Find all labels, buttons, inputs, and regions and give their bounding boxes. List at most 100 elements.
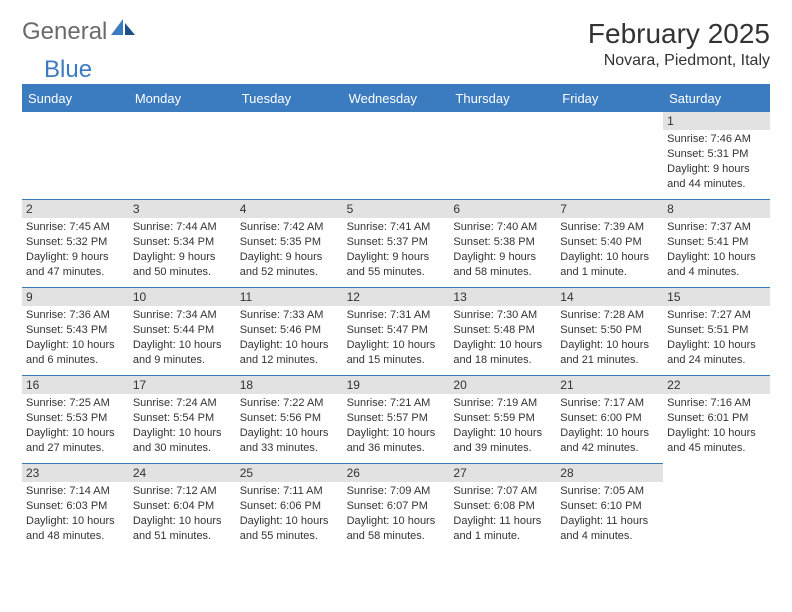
calendar-cell: 19Sunrise: 7:21 AMSunset: 5:57 PMDayligh…: [343, 375, 450, 463]
calendar-cell: 1 Sunrise: 7:46 AMSunset: 5:31 PMDaylight…: [663, 111, 770, 199]
day-number: 14: [556, 288, 663, 306]
sunrise-text: Sunrise: 7:09 AM: [347, 484, 446, 499]
calendar-cell-empty: [129, 111, 236, 199]
day-number: 23: [22, 464, 129, 482]
calendar-cell: 17Sunrise: 7:24 AMSunset: 5:54 PMDayligh…: [129, 375, 236, 463]
logo: General: [22, 18, 139, 46]
sunset-text: Sunset: 5:40 PM: [560, 235, 659, 250]
sunset-text: Sunset: 6:04 PM: [133, 499, 232, 514]
sunrise-text: Sunrise: 7:46 AM: [667, 132, 766, 147]
calendar-cell: 23Sunrise: 7:14 AMSunset: 6:03 PMDayligh…: [22, 463, 129, 551]
day-number: 26: [343, 464, 450, 482]
daylight-text: Daylight: 10 hours and 33 minutes.: [240, 426, 339, 456]
sunset-text: Sunset: 5:37 PM: [347, 235, 446, 250]
calendar-cell: 20Sunrise: 7:19 AMSunset: 5:59 PMDayligh…: [449, 375, 556, 463]
calendar-cell: 2Sunrise: 7:45 AMSunset: 5:32 PMDaylight…: [22, 199, 129, 287]
daylight-text: Daylight: 9 hours and 47 minutes.: [26, 250, 125, 280]
sunrise-text: Sunrise: 7:28 AM: [560, 308, 659, 323]
sunset-text: Sunset: 6:06 PM: [240, 499, 339, 514]
day-number: 6: [449, 200, 556, 218]
calendar-cell-empty: [22, 111, 129, 199]
sunset-text: Sunset: 5:48 PM: [453, 323, 552, 338]
sunrise-text: Sunrise: 7:37 AM: [667, 220, 766, 235]
calendar-cell: 15Sunrise: 7:27 AMSunset: 5:51 PMDayligh…: [663, 287, 770, 375]
day-number: 13: [449, 288, 556, 306]
day-number: 28: [556, 464, 663, 482]
day-number: 8: [663, 200, 770, 218]
sunset-text: Sunset: 5:31 PM: [667, 147, 766, 162]
day-header: Tuesday: [236, 86, 343, 111]
day-number: 9: [22, 288, 129, 306]
calendar-cell: 11Sunrise: 7:33 AMSunset: 5:46 PMDayligh…: [236, 287, 343, 375]
calendar-cell-empty: [236, 111, 343, 199]
sunrise-text: Sunrise: 7:21 AM: [347, 396, 446, 411]
day-number: 5: [343, 200, 450, 218]
sunset-text: Sunset: 6:00 PM: [560, 411, 659, 426]
day-number: 3: [129, 200, 236, 218]
daylight-text: Daylight: 10 hours and 36 minutes.: [347, 426, 446, 456]
sunrise-text: Sunrise: 7:22 AM: [240, 396, 339, 411]
daylight-text: Daylight: 10 hours and 55 minutes.: [240, 514, 339, 544]
sunrise-text: Sunrise: 7:42 AM: [240, 220, 339, 235]
calendar-cell: 26Sunrise: 7:09 AMSunset: 6:07 PMDayligh…: [343, 463, 450, 551]
sunrise-text: Sunrise: 7:31 AM: [347, 308, 446, 323]
day-number: 21: [556, 376, 663, 394]
day-number: 4: [236, 200, 343, 218]
daylight-text: Daylight: 11 hours and 1 minute.: [453, 514, 552, 544]
daylight-text: Daylight: 10 hours and 39 minutes.: [453, 426, 552, 456]
sunset-text: Sunset: 6:07 PM: [347, 499, 446, 514]
month-title: February 2025: [588, 18, 770, 50]
calendar-cell: 9Sunrise: 7:36 AMSunset: 5:43 PMDaylight…: [22, 287, 129, 375]
sunset-text: Sunset: 5:38 PM: [453, 235, 552, 250]
calendar-cell: 14Sunrise: 7:28 AMSunset: 5:50 PMDayligh…: [556, 287, 663, 375]
daylight-text: Daylight: 10 hours and 30 minutes.: [133, 426, 232, 456]
sunset-text: Sunset: 5:46 PM: [240, 323, 339, 338]
day-number: 15: [663, 288, 770, 306]
calendar-cell: 13 Sunrise: 7:30 AMSunset: 5:48 PMDayligh…: [449, 287, 556, 375]
location-label: Novara, Piedmont, Italy: [588, 52, 770, 70]
calendar-cell: 10Sunrise: 7:34 AMSunset: 5:44 PMDayligh…: [129, 287, 236, 375]
sunset-text: Sunset: 5:56 PM: [240, 411, 339, 426]
sunrise-text: Sunrise: 7:27 AM: [667, 308, 766, 323]
sunrise-text: Sunrise: 7:16 AM: [667, 396, 766, 411]
sunrise-text: Sunrise: 7:33 AM: [240, 308, 339, 323]
calendar-cell: 8Sunrise: 7:37 AMSunset: 5:41 PMDaylight…: [663, 199, 770, 287]
sunrise-text: Sunrise: 7:30 AM: [453, 308, 552, 323]
calendar-cell-empty: [449, 111, 556, 199]
calendar-cell: 5Sunrise: 7:41 AMSunset: 5:37 PMDaylight…: [343, 199, 450, 287]
day-header: Saturday: [663, 86, 770, 111]
day-number: 1: [663, 112, 770, 130]
day-number: 11: [236, 288, 343, 306]
daylight-text: Daylight: 10 hours and 18 minutes.: [453, 338, 552, 368]
calendar-cell: 16Sunrise: 7:25 AMSunset: 5:53 PMDayligh…: [22, 375, 129, 463]
calendar-cell: 25Sunrise: 7:11 AMSunset: 6:06 PMDayligh…: [236, 463, 343, 551]
sunset-text: Sunset: 5:44 PM: [133, 323, 232, 338]
sunset-text: Sunset: 5:47 PM: [347, 323, 446, 338]
sunrise-text: Sunrise: 7:45 AM: [26, 220, 125, 235]
sunset-text: Sunset: 5:53 PM: [26, 411, 125, 426]
day-header: Monday: [129, 86, 236, 111]
sunrise-text: Sunrise: 7:17 AM: [560, 396, 659, 411]
logo-text-general: General: [22, 18, 107, 46]
daylight-text: Daylight: 10 hours and 24 minutes.: [667, 338, 766, 368]
daylight-text: Daylight: 9 hours and 44 minutes.: [667, 162, 766, 192]
daylight-text: Daylight: 10 hours and 9 minutes.: [133, 338, 232, 368]
sunset-text: Sunset: 5:50 PM: [560, 323, 659, 338]
calendar-cell: 24Sunrise: 7:12 AMSunset: 6:04 PMDayligh…: [129, 463, 236, 551]
daylight-text: Daylight: 10 hours and 48 minutes.: [26, 514, 125, 544]
sunset-text: Sunset: 5:41 PM: [667, 235, 766, 250]
calendar-cell: 4Sunrise: 7:42 AMSunset: 5:35 PMDaylight…: [236, 199, 343, 287]
sunset-text: Sunset: 5:34 PM: [133, 235, 232, 250]
daylight-text: Daylight: 10 hours and 15 minutes.: [347, 338, 446, 368]
sunrise-text: Sunrise: 7:05 AM: [560, 484, 659, 499]
daylight-text: Daylight: 11 hours and 4 minutes.: [560, 514, 659, 544]
sunrise-text: Sunrise: 7:12 AM: [133, 484, 232, 499]
day-number: 18: [236, 376, 343, 394]
sunrise-text: Sunrise: 7:34 AM: [133, 308, 232, 323]
day-number: 16: [22, 376, 129, 394]
day-number: 2: [22, 200, 129, 218]
day-number: 24: [129, 464, 236, 482]
calendar-cell: 28Sunrise: 7:05 AMSunset: 6:10 PMDayligh…: [556, 463, 663, 551]
day-number: 20: [449, 376, 556, 394]
sunrise-text: Sunrise: 7:39 AM: [560, 220, 659, 235]
